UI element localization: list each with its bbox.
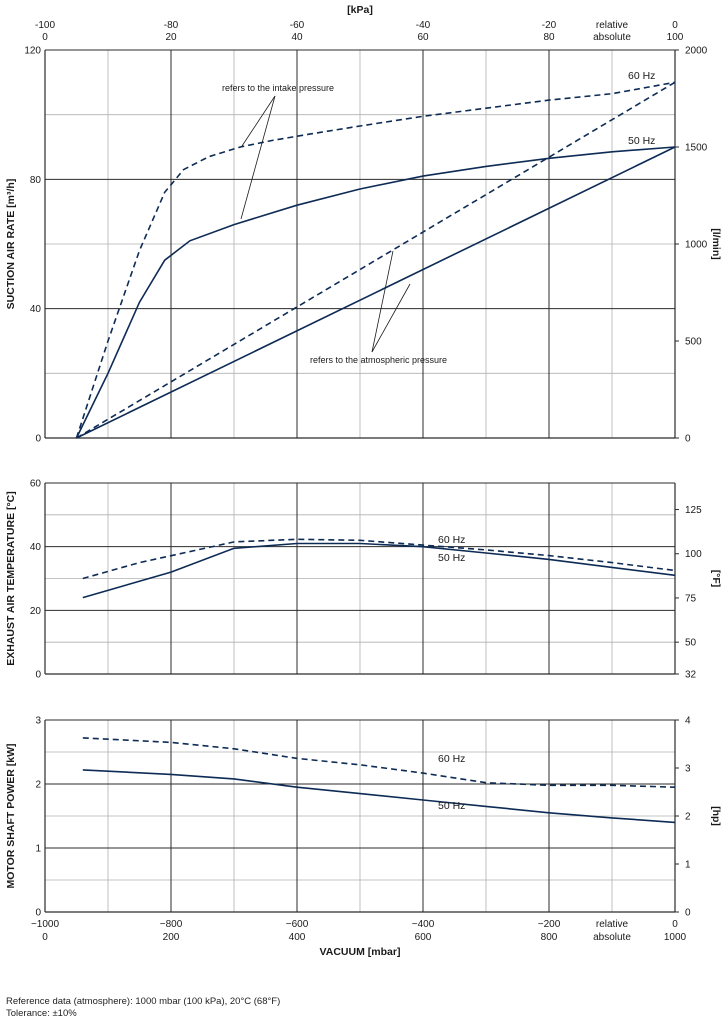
y-right-tick-label: 32	[685, 670, 697, 681]
y-right-tick-label: 0	[685, 434, 691, 445]
bottom-tick-relative: −200	[538, 919, 561, 930]
top-tick-relative: -40	[416, 20, 431, 31]
series-line	[82, 769, 676, 824]
reference-note: Reference data (atmosphere): 1000 mbar (…	[6, 996, 281, 1007]
bottom-axis-title: VACUUM [mbar]	[320, 946, 401, 958]
top-tick-relative: -60	[290, 20, 305, 31]
bottom-tick-absolute: 600	[415, 932, 432, 943]
top-tick-absolute: 60	[417, 32, 429, 43]
chart-footer: Reference data (atmosphere): 1000 mbar (…	[6, 996, 280, 1020]
y-right-axis-title: [°F]	[710, 570, 722, 588]
y-tick-label: 40	[30, 304, 42, 315]
top-tick-relative: -20	[542, 20, 557, 31]
top-tick-absolute: absolute	[593, 32, 631, 43]
annotation-leader	[371, 250, 394, 353]
series-label: 60 Hz	[628, 70, 655, 82]
series-line	[75, 81, 676, 439]
bottom-tick-relative: −400	[412, 919, 435, 930]
annotation-atmospheric: refers to the atmospheric pressure	[310, 355, 447, 365]
top-tick-absolute: 100	[667, 32, 684, 43]
series-line	[76, 81, 676, 439]
y-tick-label: 3	[35, 716, 41, 727]
y-right-tick-label: 75	[685, 593, 697, 604]
y-tick-label: 80	[30, 175, 42, 186]
series-line	[82, 542, 676, 599]
annotation-leader	[240, 95, 276, 220]
y-tick-label: 2	[35, 780, 41, 791]
y-right-axis-title: [l/min]	[710, 228, 722, 260]
y-axis-title: MOTOR SHAFT POWER [kW]	[5, 743, 17, 888]
y-right-tick-label: 4	[685, 716, 691, 727]
y-right-axis-title: [hp]	[710, 806, 722, 826]
series-line	[82, 538, 676, 580]
tolerance-note: Tolerance: ±10%	[6, 1008, 77, 1019]
top-tick-absolute: 40	[291, 32, 303, 43]
series-line	[75, 146, 676, 439]
y-right-tick-label: 2	[685, 812, 691, 823]
top-tick-relative: -80	[164, 20, 179, 31]
top-tick-relative: 0	[672, 20, 678, 31]
y-right-tick-label: 125	[685, 505, 702, 516]
annotation-intake: refers to the intake pressure	[222, 83, 334, 93]
y-right-tick-label: 3	[685, 764, 691, 775]
y-axis-title: SUCTION AIR RATE [m³/h]	[5, 179, 17, 310]
y-right-tick-label: 500	[685, 337, 702, 348]
y-tick-label: 0	[35, 670, 41, 681]
series-label: 60 Hz	[438, 534, 465, 546]
y-tick-label: 1	[35, 844, 41, 855]
series-line	[76, 146, 676, 439]
top-tick-absolute: 80	[543, 32, 555, 43]
bottom-tick-relative: 0	[672, 919, 678, 930]
top-tick-absolute: 20	[165, 32, 177, 43]
series-label: 60 Hz	[438, 753, 465, 765]
bottom-tick-relative: −1000	[31, 919, 60, 930]
bottom-tick-absolute: 1000	[664, 932, 687, 943]
y-tick-label: 120	[24, 46, 41, 57]
y-tick-label: 0	[35, 434, 41, 445]
y-right-tick-label: 1500	[685, 143, 708, 154]
series-label: 50 Hz	[438, 552, 465, 564]
y-right-tick-label: 1	[685, 860, 691, 871]
series-label: 50 Hz	[628, 135, 655, 147]
bottom-tick-absolute: 200	[163, 932, 180, 943]
bottom-tick-relative: −600	[286, 919, 309, 930]
top-tick-relative: -100	[35, 20, 55, 31]
y-tick-label: 20	[30, 606, 42, 617]
series-label: 50 Hz	[438, 800, 465, 812]
bottom-tick-absolute: 400	[289, 932, 306, 943]
annotation-leader	[241, 95, 276, 147]
y-right-tick-label: 0	[685, 908, 691, 919]
y-tick-label: 0	[35, 908, 41, 919]
y-right-tick-label: 1000	[685, 240, 708, 251]
y-axis-title: EXHAUST AIR TEMPERATURE [°C]	[5, 491, 17, 666]
y-right-tick-label: 50	[685, 638, 697, 649]
y-right-tick-label: 2000	[685, 46, 708, 57]
y-right-tick-label: 100	[685, 549, 702, 560]
series-line	[82, 737, 676, 788]
annotation-leader	[371, 283, 411, 353]
top-tick-absolute: 0	[42, 32, 48, 43]
top-tick-relative: relative	[596, 20, 629, 31]
top-axis-title: [kPa]	[347, 4, 373, 16]
bottom-tick-absolute: 800	[541, 932, 558, 943]
y-tick-label: 40	[30, 542, 42, 553]
bottom-tick-absolute: absolute	[593, 932, 631, 943]
y-tick-label: 60	[30, 479, 42, 490]
bottom-tick-relative: relative	[596, 919, 629, 930]
bottom-tick-absolute: 0	[42, 932, 48, 943]
bottom-tick-relative: −800	[160, 919, 183, 930]
